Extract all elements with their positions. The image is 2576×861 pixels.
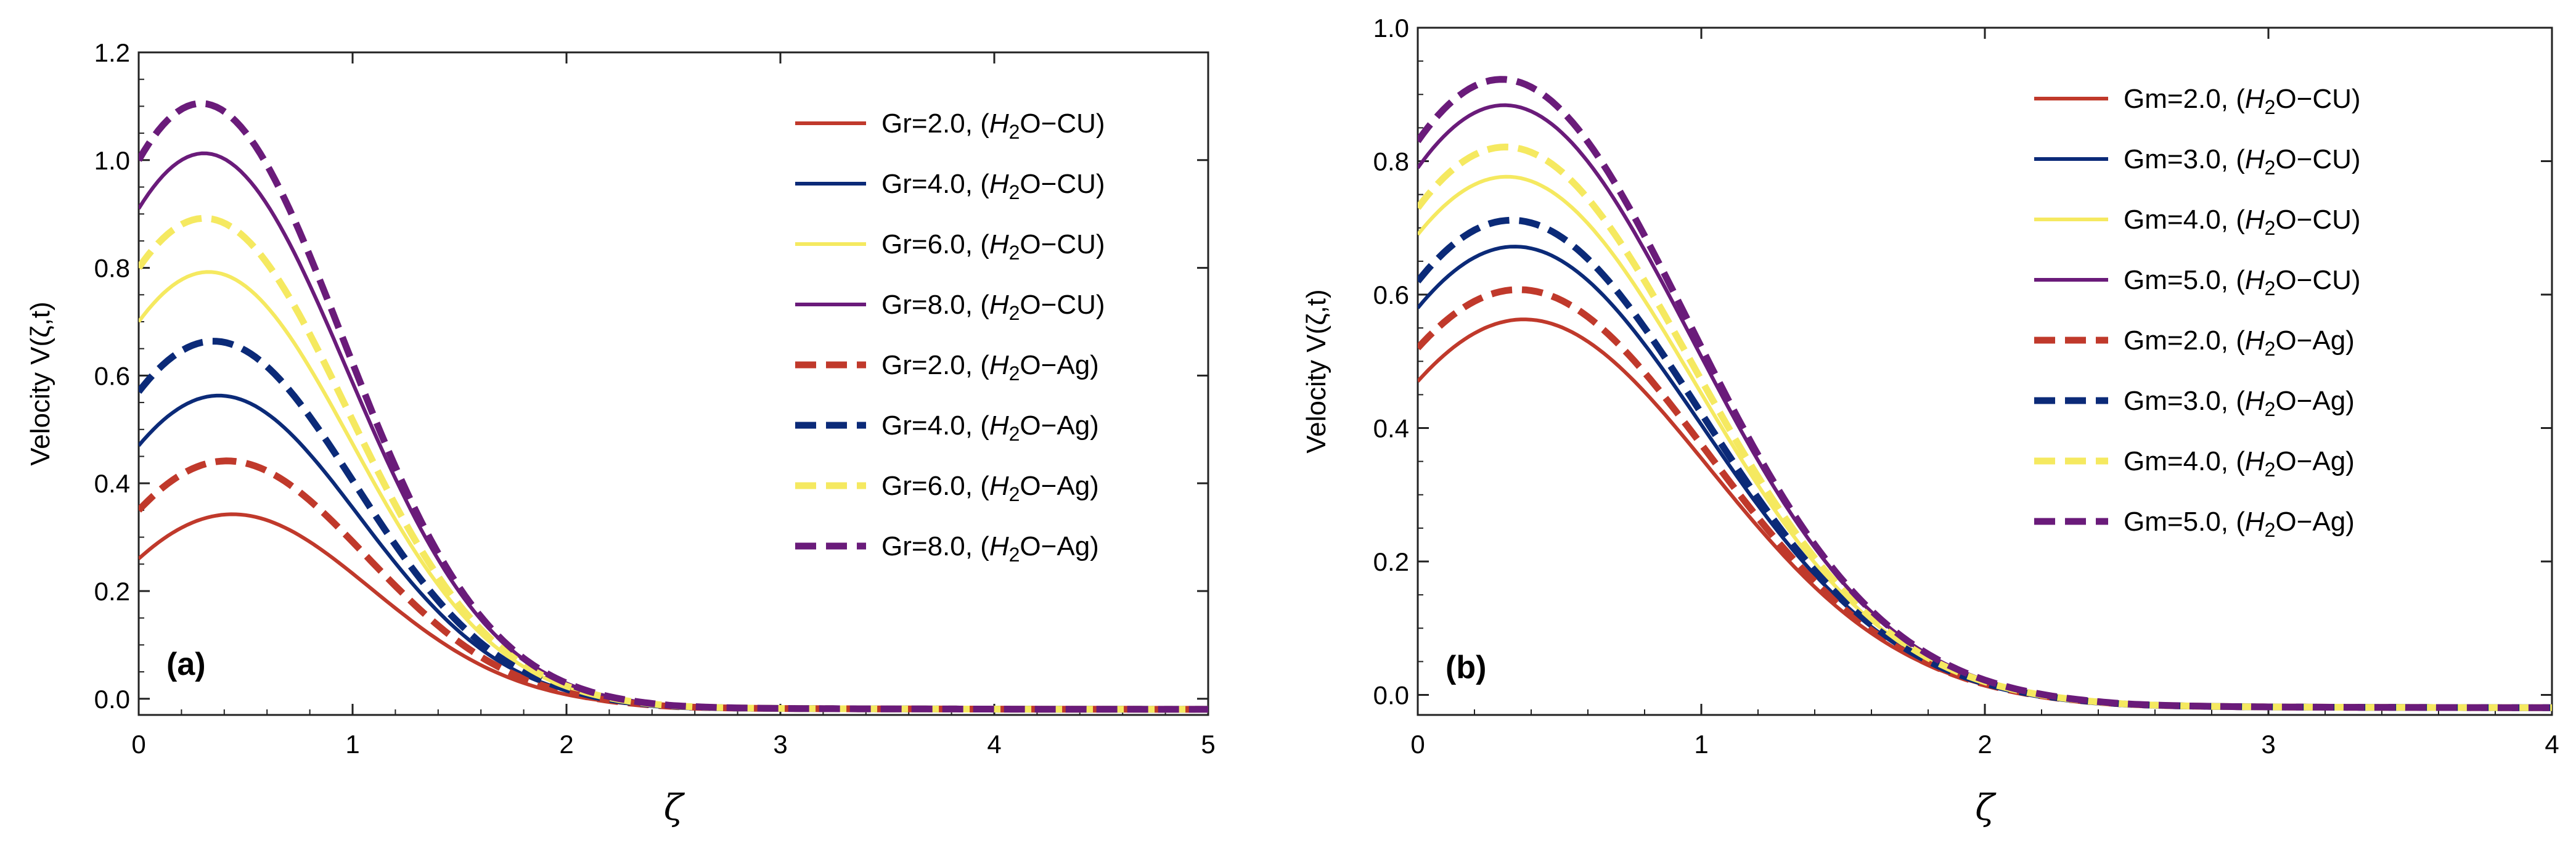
- y-tick-label: 1.0: [94, 146, 130, 175]
- series-group: [139, 100, 1208, 713]
- x-tick-label: 3: [2261, 730, 2275, 759]
- legend-label: Gr=4.0, (H2O−Ag): [881, 410, 1099, 445]
- legend-label: Gm=2.0, (H2O−CU): [2124, 84, 2361, 118]
- x-tick-label: 1: [1694, 730, 1708, 759]
- legend-label: Gr=6.0, (H2O−CU): [881, 229, 1105, 264]
- panel-b-chart: 0.0 0.2 0.4 0.6 0.8 1.0 0 1 2 3 4 Velocity V(ζ,t) ζ G…: [1301, 14, 2559, 828]
- legend-label: Gm=2.0, (H2O−Ag): [2124, 325, 2355, 360]
- y-tick-label: 1.2: [94, 38, 130, 67]
- y-tick-label: 0.2: [94, 577, 130, 606]
- legend-label: Gr=2.0, (H2O−CU): [881, 108, 1105, 143]
- series-line-gm-2.0-cu: [1418, 317, 2552, 710]
- panel-label: (a): [166, 647, 206, 682]
- legend-label: Gr=8.0, (H2O−CU): [881, 290, 1105, 324]
- series-line-gm-5.0-ag: [1418, 76, 2552, 711]
- x-tick-label: 5: [1201, 730, 1215, 759]
- legend-label: Gm=3.0, (H2O−CU): [2124, 144, 2361, 179]
- y-tick-label: 0.6: [1373, 280, 1409, 309]
- series-line-gm-4.0-ag: [1418, 143, 2552, 711]
- x-tick-label: 2: [1977, 730, 1992, 759]
- x-tick-label: 3: [773, 730, 787, 759]
- y-tick-label: 0.0: [94, 685, 130, 714]
- series-line-gm-2.0-ag: [1418, 286, 2552, 711]
- legend-label: Gm=3.0, (H2O−Ag): [2124, 386, 2355, 420]
- y-tick-label: 0.8: [94, 254, 130, 283]
- legend-label: Gm=5.0, (H2O−CU): [2124, 265, 2361, 300]
- x-axis-title: ζ: [664, 786, 685, 828]
- y-tick-label: 0.4: [94, 469, 130, 498]
- panel-label: (b): [1445, 650, 1486, 685]
- x-axis-title: ζ: [1975, 786, 1997, 828]
- y-tick-label: 0.0: [1373, 681, 1409, 710]
- y-tick-label: 0.4: [1373, 414, 1409, 443]
- y-tick-label: 1.0: [1373, 14, 1409, 43]
- legend-label: Gm=4.0, (H2O−CU): [2124, 205, 2361, 239]
- x-tick-label: 2: [559, 730, 573, 759]
- y-tick-label: 0.2: [1373, 547, 1409, 576]
- series-line-gr-4.0-ag: [139, 338, 1208, 713]
- x-tick-label: 0: [1410, 730, 1425, 759]
- y-axis-title: Velocity V(ζ,t): [1301, 289, 1331, 453]
- legend-label: Gr=4.0, (H2O−CU): [881, 169, 1105, 203]
- x-tick-label: 1: [345, 730, 359, 759]
- x-tick-label: 4: [987, 730, 1001, 759]
- y-tick-label: 0.6: [94, 361, 130, 390]
- y-axis-title: Velocity V(ζ,t): [25, 301, 55, 465]
- series-line-gm-3.0-ag: [1418, 216, 2552, 711]
- plot-frame: [137, 51, 1209, 716]
- y-tick-label: 0.8: [1373, 147, 1409, 176]
- plot-frame: [1417, 27, 2553, 716]
- legend-label: Gm=5.0, (H2O−Ag): [2124, 507, 2355, 541]
- legend-label: Gr=2.0, (H2O−Ag): [881, 350, 1099, 385]
- legend-label: Gr=6.0, (H2O−Ag): [881, 471, 1099, 505]
- x-tick-label: 0: [131, 730, 145, 759]
- panel-a-chart: 0.0 0.2 0.4 0.6 0.8 1.0 1.2 0 1 2 3 4 5 Velocity V(ζ,…: [25, 38, 1216, 828]
- x-tick-label: 4: [2545, 730, 2559, 759]
- series-line-gr-8.0-ag: [139, 100, 1208, 713]
- legend-label: Gr=8.0, (H2O−Ag): [881, 531, 1099, 566]
- series-group: [1418, 76, 2552, 711]
- series-line-gm-5.0-cu: [1418, 103, 2552, 710]
- legend-label: Gm=4.0, (H2O−Ag): [2124, 446, 2355, 481]
